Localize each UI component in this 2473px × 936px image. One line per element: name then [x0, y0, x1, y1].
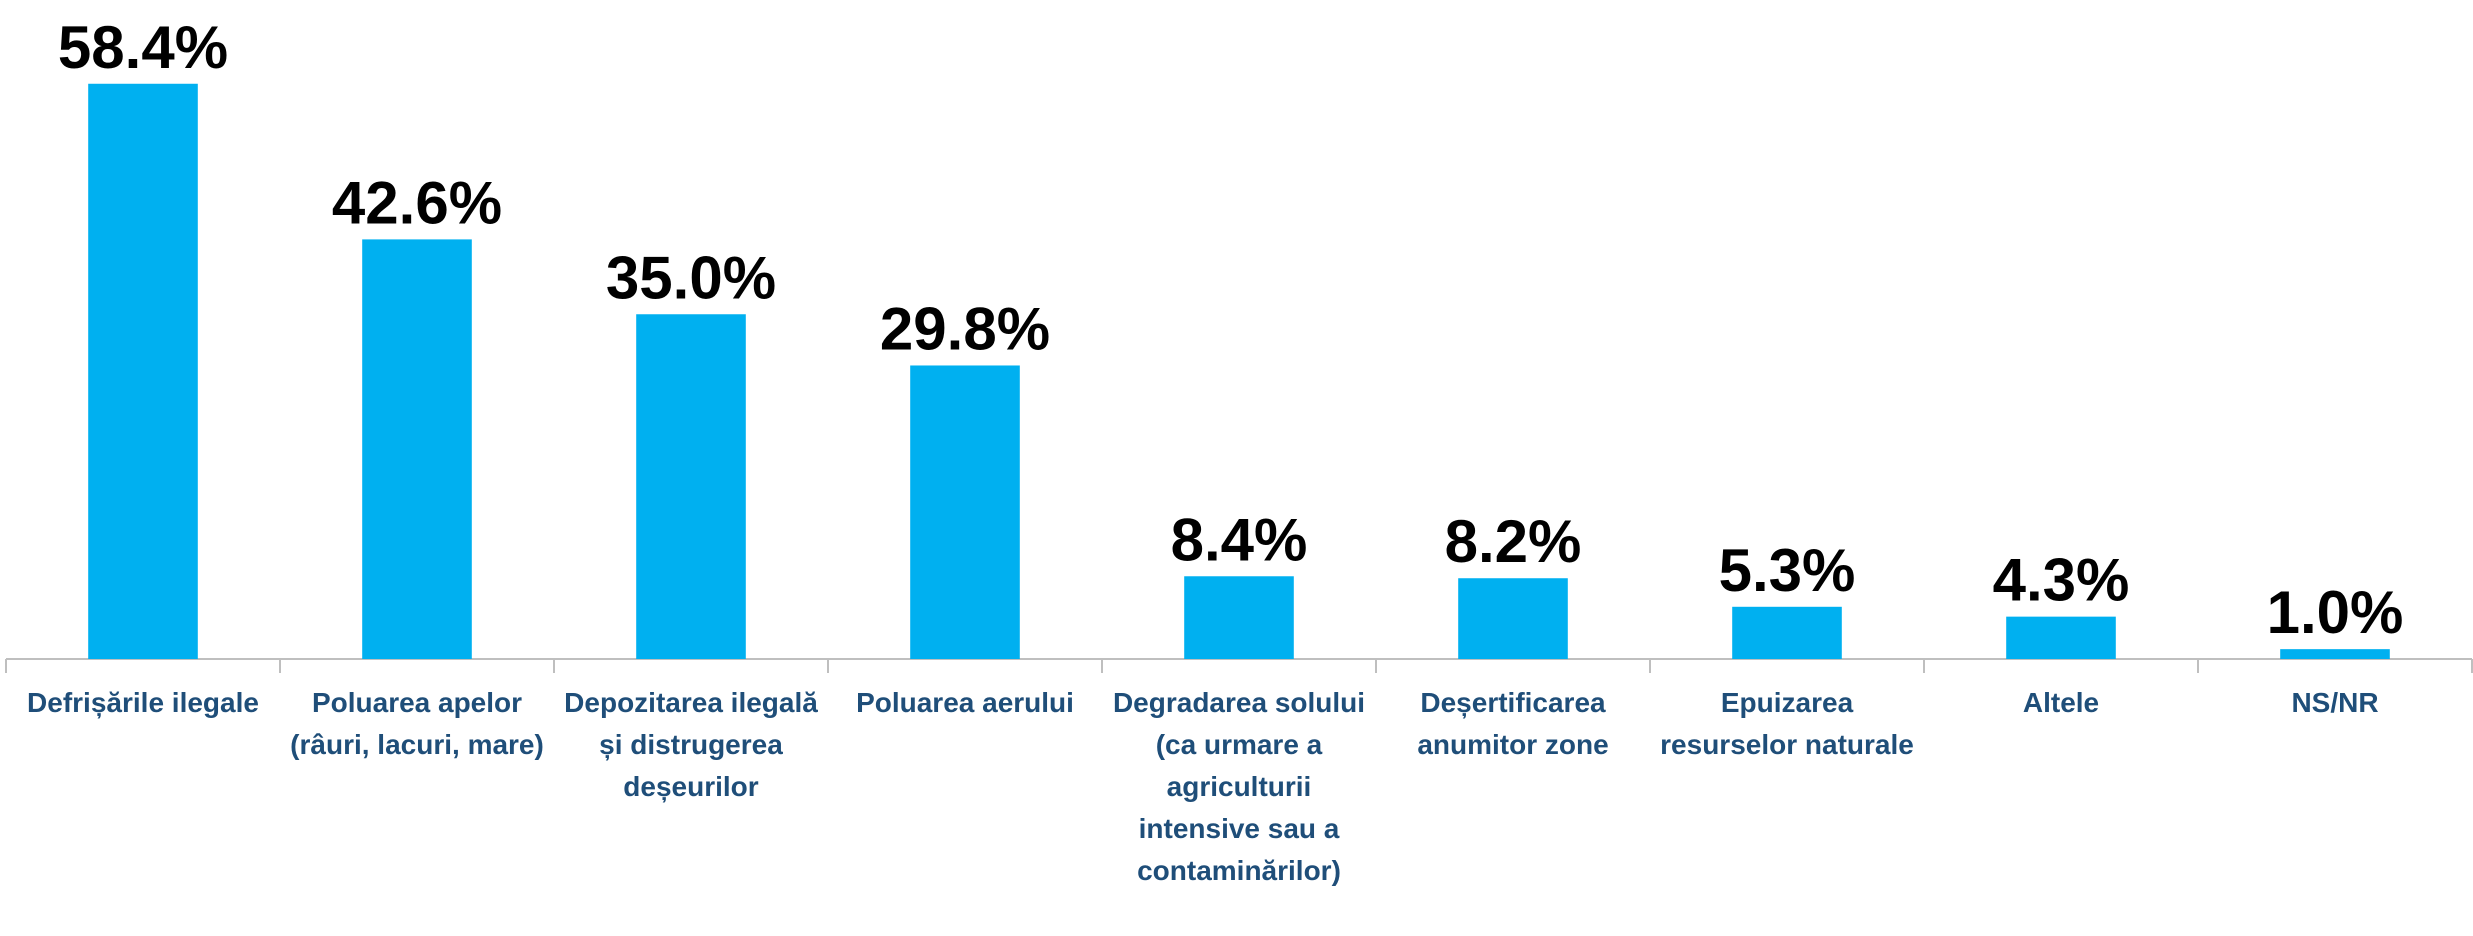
bar	[362, 239, 472, 659]
x-tick-label: Poluarea aerului	[856, 687, 1074, 718]
value-label: 1.0%	[2267, 579, 2404, 646]
value-label: 8.4%	[1171, 506, 1308, 573]
x-tick-label: Degradarea solului (ca urmare a agricult…	[1112, 687, 1366, 886]
value-label: 5.3%	[1719, 537, 1856, 604]
bar	[1184, 576, 1294, 659]
x-tick-label: Depozitarea ilegală și distrugerea deșeu…	[564, 687, 818, 802]
value-label: 8.2%	[1445, 508, 1582, 575]
value-label: 35.0%	[606, 244, 776, 311]
bar	[636, 314, 746, 659]
x-tick-label: Epuizarea resurselor naturale	[1660, 687, 1914, 760]
bar	[1458, 578, 1568, 659]
bar	[88, 83, 198, 659]
value-label: 29.8%	[880, 295, 1050, 362]
x-tick-label: Poluarea apelor (râuri, lacuri, mare)	[290, 687, 544, 760]
x-tick-label: Defrișările ilegale	[27, 687, 259, 718]
bar	[1732, 606, 1842, 659]
x-tick-label: Altele	[2022, 687, 2100, 718]
value-label: 42.6%	[332, 169, 502, 236]
x-tick-label: Deșertificarea anumitor zone	[1417, 687, 1609, 760]
bar	[910, 365, 1020, 659]
value-label: 4.3%	[1993, 547, 2130, 614]
value-label: 58.4%	[58, 14, 228, 81]
bar	[2006, 616, 2116, 659]
bar	[2280, 649, 2390, 659]
x-tick-label: NS/NR	[2291, 687, 2379, 718]
